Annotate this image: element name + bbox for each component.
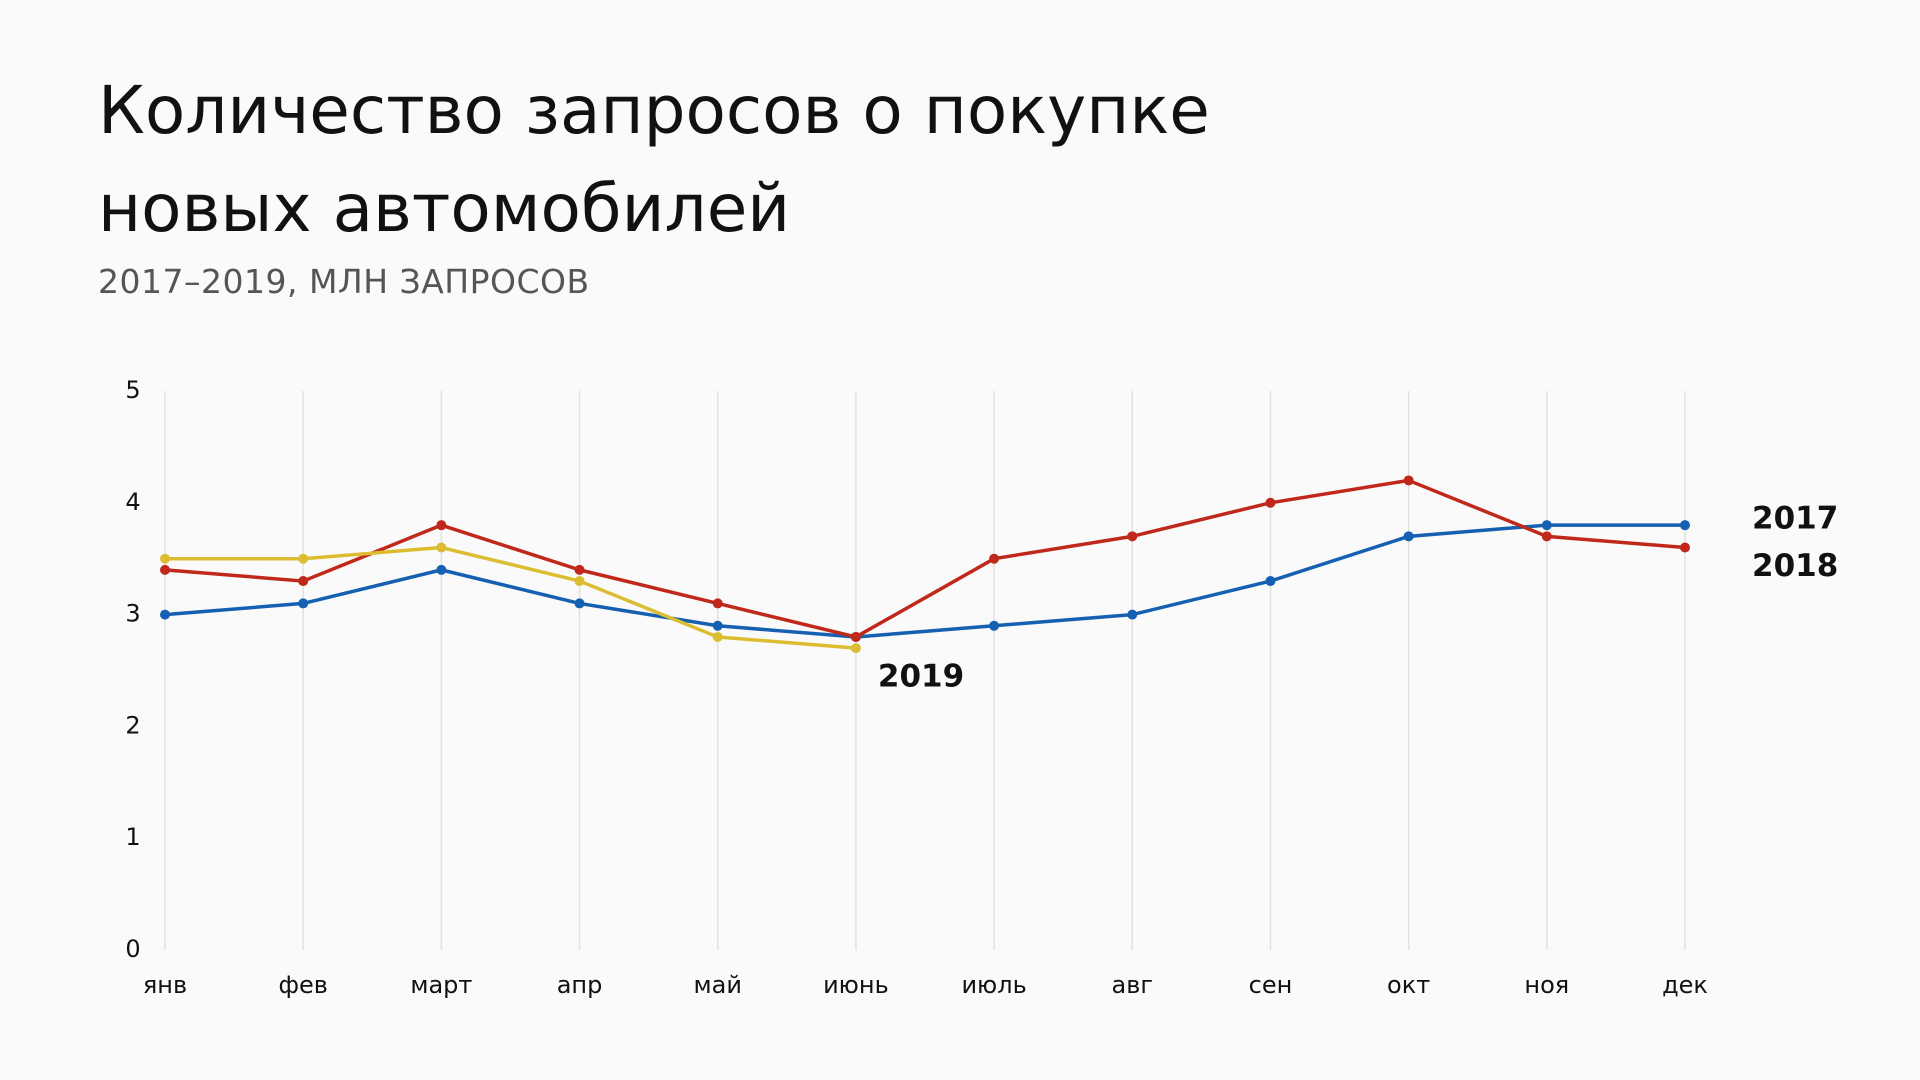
series-line [165,545,857,650]
data-point [1265,497,1276,508]
series-label: 2018 [1752,548,1838,584]
y-tick-label: 1 [125,823,140,851]
data-point [1127,531,1138,542]
x-tick-label: янв [143,971,187,999]
data-point [850,631,861,642]
x-tick-label: фев [278,971,327,999]
x-tick-label: авг [1112,971,1153,999]
data-point [160,609,170,620]
data-point [436,520,447,531]
data-point [1403,531,1414,542]
data-point [298,553,309,564]
x-tick-label: июль [961,971,1026,999]
data-point [574,598,585,609]
x-tick-label: сен [1249,971,1293,999]
data-point [160,564,170,575]
x-tick-label: май [694,971,742,999]
data-point [298,598,309,609]
data-point [712,631,723,642]
series-line [164,478,1686,639]
series-line [164,523,1685,639]
chart-subtitle: 2017–2019, МЛН ЗАПРОСОВ [98,262,590,301]
data-point [298,576,309,587]
data-point [1541,531,1552,542]
x-tick-label: окт [1387,971,1430,999]
data-point [712,620,723,631]
y-tick-label: 3 [125,600,140,628]
x-tick-label: июнь [823,971,889,999]
data-point [850,643,861,654]
chart-title: Количество запросов о покупке новых авто… [98,72,1210,247]
x-tick-label: март [410,971,472,999]
y-tick-label: 2 [125,711,140,739]
x-tick-label: ноя [1524,971,1569,999]
data-point [436,542,447,553]
data-point [1541,520,1552,531]
data-point [989,553,1000,564]
data-point [1127,609,1138,620]
series-label: 2019 [878,659,964,695]
x-tick-label: дек [1662,971,1708,999]
data-point [574,564,585,575]
data-point [574,576,585,587]
data-point [1680,542,1690,553]
y-tick-label: 0 [125,935,140,963]
x-tick-label: апр [557,971,603,999]
y-tick-label: 5 [125,376,140,404]
data-point [1403,475,1414,486]
data-point [436,564,447,575]
data-point [1680,520,1690,531]
series-label: 2017 [1752,501,1838,537]
data-point [712,598,723,609]
data-point [1265,576,1276,587]
y-tick-label: 4 [125,488,140,516]
data-point [160,553,170,564]
data-point [989,620,1000,631]
